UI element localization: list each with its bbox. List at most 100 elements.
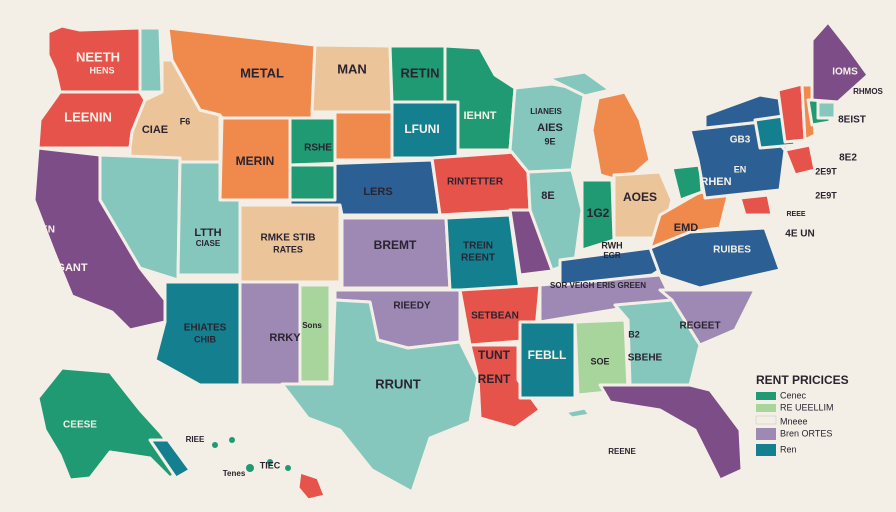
state-puerto-rico[interactable] — [563, 406, 592, 420]
label-illinois: 8E — [541, 190, 554, 202]
state-south-carolina[interactable] — [658, 288, 757, 347]
state-indiana[interactable] — [580, 178, 616, 252]
label-nebraska: LERS — [363, 186, 392, 198]
legend-swatch-4 — [756, 428, 776, 440]
label-montana: METAL — [240, 65, 284, 80]
legend-swatch-1 — [756, 392, 776, 400]
label-kentucky: RWH — [601, 240, 622, 250]
legend-item-4: Bren ORTES — [780, 428, 832, 438]
label-california-sub: EN — [41, 225, 55, 236]
label-south-dakota-west: RSHE — [304, 143, 332, 154]
label-washington: NEETH — [76, 49, 120, 64]
annotation-wi: LIANEIS — [530, 107, 562, 116]
label-pennsylvania: RHEN — [700, 176, 731, 188]
annotation-gulf: REENE — [608, 447, 636, 456]
label-north-dakota: MAN — [337, 61, 367, 76]
label-missouri-sub: REENT — [461, 253, 495, 264]
label-ohio: AOES — [623, 190, 657, 204]
state-nebraska-tip[interactable] — [288, 163, 337, 202]
hawaii-island-3[interactable] — [285, 465, 291, 471]
state-alaska-peninsula[interactable] — [148, 438, 192, 480]
label-georgia: SBEHE — [628, 353, 663, 364]
state-kansas[interactable] — [340, 216, 452, 290]
state-michigan-up[interactable] — [546, 70, 612, 98]
legend-swatch-3 — [755, 415, 777, 425]
label-washington-sub: HENS — [89, 65, 114, 75]
label-virginia: EMD — [674, 222, 699, 234]
annotation-ne-1: 8EIST — [838, 115, 866, 126]
label-iowa: RINTETTER — [447, 177, 504, 188]
state-utah[interactable] — [176, 160, 242, 277]
state-louisiana[interactable] — [468, 343, 542, 430]
state-mississippi[interactable] — [518, 320, 577, 400]
label-utah: LTTH — [194, 227, 221, 239]
label-new-mexico: RRKY — [269, 332, 301, 344]
annotation-ne-2: 8E2 — [839, 153, 857, 164]
label-idaho-sub: F6 — [180, 116, 191, 126]
label-pennsylvania-sub: EN — [734, 164, 747, 174]
state-new-mexico-east[interactable] — [298, 283, 332, 384]
label-missouri: TREIN — [463, 241, 493, 252]
label-tennessee: SOR VEIGH ERIS GREEN — [550, 281, 646, 290]
label-hawaii: TIEC — [260, 460, 281, 470]
annotation-ne-4: 2E9T — [815, 190, 837, 200]
state-north-dakota[interactable] — [310, 43, 394, 114]
hawaii-island-2[interactable] — [267, 459, 273, 465]
annotation-ak-islands: RIEE — [186, 435, 205, 444]
annotation-ne-6: 4E UN — [785, 229, 814, 240]
annotation-pr: Tenes — [223, 469, 246, 478]
alaska-island-2[interactable] — [212, 442, 218, 448]
state-maine-tip[interactable] — [816, 100, 837, 120]
legend: RENT PRICICES Cenec RE UEELLIM Mneee Bre… — [755, 373, 849, 456]
label-wisconsin-sub: 9E — [544, 136, 555, 146]
state-hawaii-main[interactable] — [296, 470, 327, 502]
state-maine[interactable] — [810, 20, 870, 104]
label-arizona: EHIATES — [184, 323, 227, 334]
annotation-ne-3: 2E9T — [815, 166, 837, 176]
label-alaska: CEESE — [63, 420, 97, 431]
legend-item-1: Cenec — [780, 390, 807, 400]
alaska-island-1[interactable] — [229, 437, 235, 443]
label-oklahoma: RIEEDY — [393, 301, 431, 312]
legend-title: RENT PRICICES — [756, 373, 849, 387]
label-north-carolina: RUIBES — [713, 245, 751, 256]
label-utah-sub: CIASE — [196, 239, 221, 248]
label-minnesota-south: LFUNI — [404, 122, 439, 136]
label-colorado-sub: RATES — [273, 244, 303, 254]
label-kentucky-sub: EGR — [603, 251, 621, 260]
label-new-york: GB3 — [730, 135, 751, 146]
state-florida[interactable] — [598, 383, 744, 482]
label-arizona-sub: CHIB — [194, 334, 216, 344]
state-south-dakota-west[interactable] — [288, 116, 337, 167]
state-texas[interactable] — [280, 298, 480, 494]
label-alabama: SOE — [590, 356, 609, 366]
legend-item-3: Mneee — [780, 416, 808, 426]
label-louisiana-sub: RENT — [478, 372, 511, 386]
state-west-virginia[interactable] — [670, 163, 704, 202]
label-louisiana: TUNT — [478, 348, 511, 362]
label-minnesota: IEHNT — [464, 110, 497, 122]
label-south-carolina: REGEET — [679, 321, 720, 332]
state-michigan[interactable] — [590, 90, 652, 184]
hawaii-island-1[interactable] — [246, 464, 254, 472]
label-colorado: RMKE STIB — [261, 233, 316, 244]
label-wisconsin: AIES — [537, 122, 563, 134]
annotation-ne-5: REEE — [786, 211, 805, 218]
label-idaho: CIAE — [142, 124, 168, 136]
label-indiana: 1G2 — [587, 206, 610, 220]
label-california: GANT — [56, 262, 87, 274]
state-alaska[interactable] — [36, 366, 187, 482]
label-maine: IOMS — [832, 67, 858, 78]
legend-swatch-2 — [756, 404, 776, 412]
state-washington-sound[interactable] — [138, 26, 164, 94]
state-california[interactable] — [32, 146, 167, 332]
label-minnesota-north: RETIN — [401, 65, 440, 80]
state-south-dakota-east[interactable] — [333, 110, 394, 162]
state-new-jersey[interactable] — [783, 143, 817, 177]
state-maryland[interactable] — [738, 193, 774, 217]
legend-item-5: Ren — [780, 444, 797, 454]
label-mississippi: FEBLL — [528, 348, 567, 362]
label-arkansas: SETBEAN — [471, 311, 519, 322]
legend-item-2: RE UEELLIM — [780, 402, 834, 412]
